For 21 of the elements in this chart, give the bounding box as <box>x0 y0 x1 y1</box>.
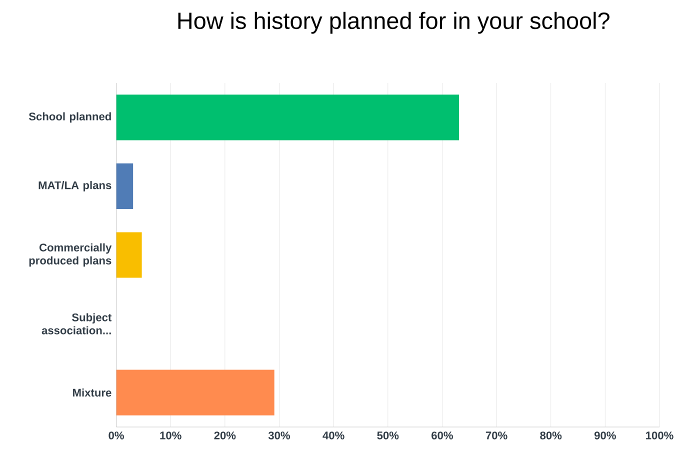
x-tick-label: 80% <box>540 431 562 440</box>
x-tick-label: 60% <box>432 431 453 440</box>
bar <box>116 370 274 416</box>
x-tick-label: 50% <box>377 431 399 440</box>
bar <box>116 94 460 140</box>
y-tick-label: Subject association... <box>42 313 112 334</box>
x-tick-label: 30% <box>268 431 290 440</box>
y-tick-label: School planned <box>28 112 111 122</box>
bar <box>116 232 142 278</box>
bar <box>116 163 134 209</box>
x-tick-label: 0% <box>108 431 124 440</box>
x-tick-label: 10% <box>160 431 182 440</box>
x-tick-label: 70% <box>486 431 508 440</box>
y-tick-label: Mixture <box>73 388 112 396</box>
y-tick-label: Commercially produced plans <box>29 243 112 267</box>
chart-title: How is history planned for in your school? <box>178 12 610 34</box>
x-tick-label: 90% <box>594 431 616 440</box>
x-tick-label: 100% <box>646 431 674 440</box>
x-tick-label: 40% <box>322 431 344 440</box>
y-tick-label: MAT/LA plans <box>38 180 112 192</box>
x-tick-label: 20% <box>214 431 236 440</box>
